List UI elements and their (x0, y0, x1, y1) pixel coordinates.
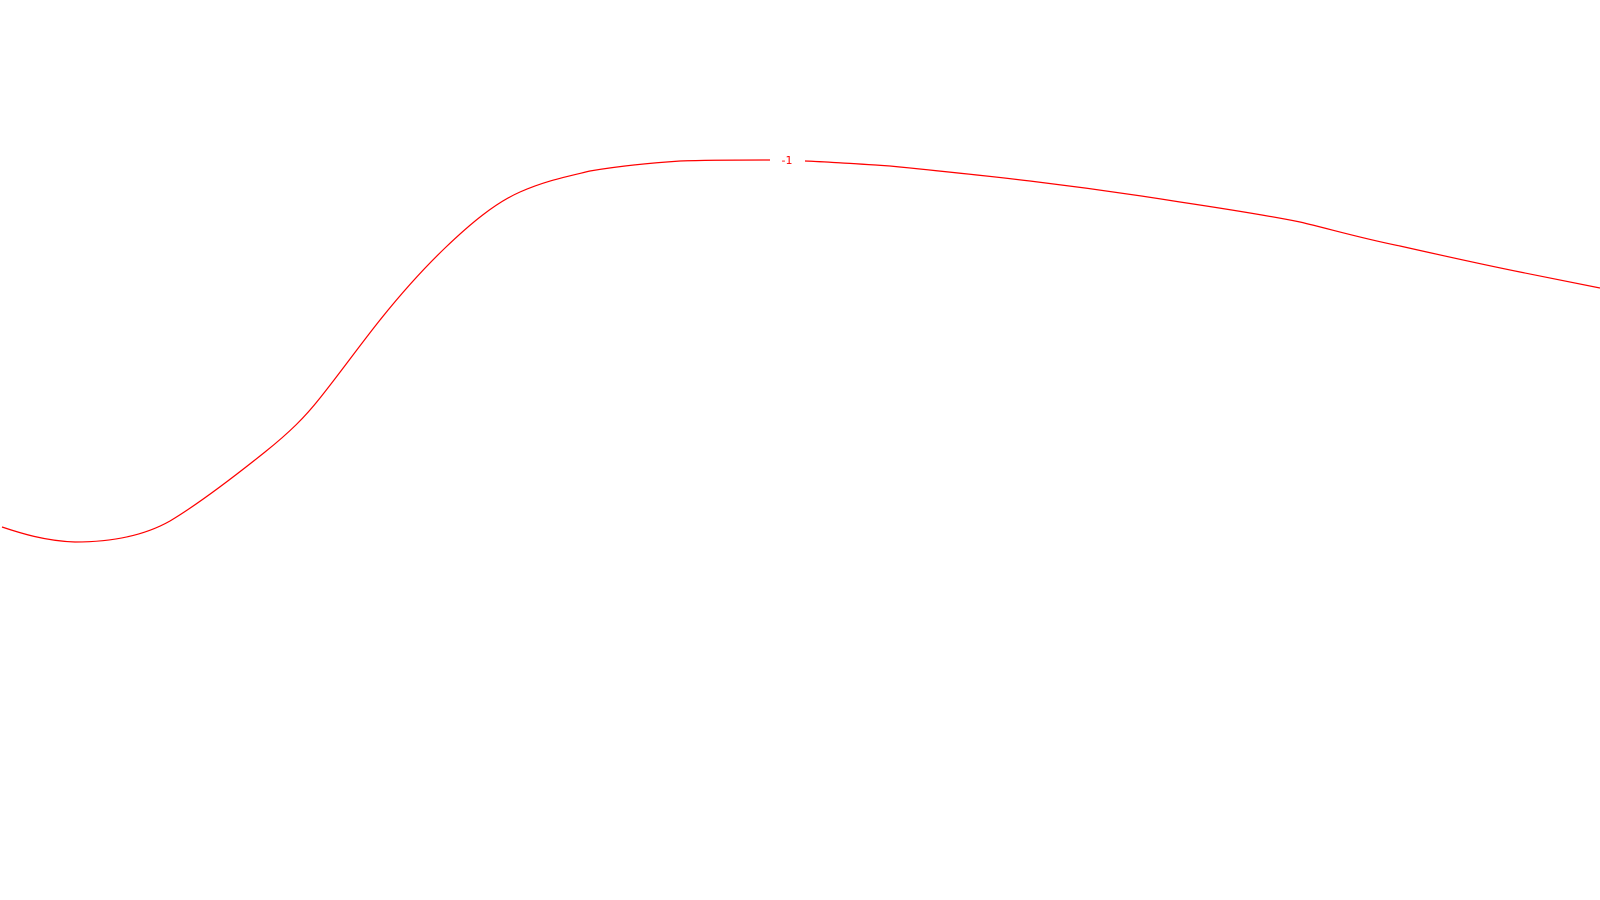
contour-line-left (1, 159, 771, 543)
contour-line-right (804, 160, 1600, 289)
contour-label: -1 (782, 154, 793, 167)
